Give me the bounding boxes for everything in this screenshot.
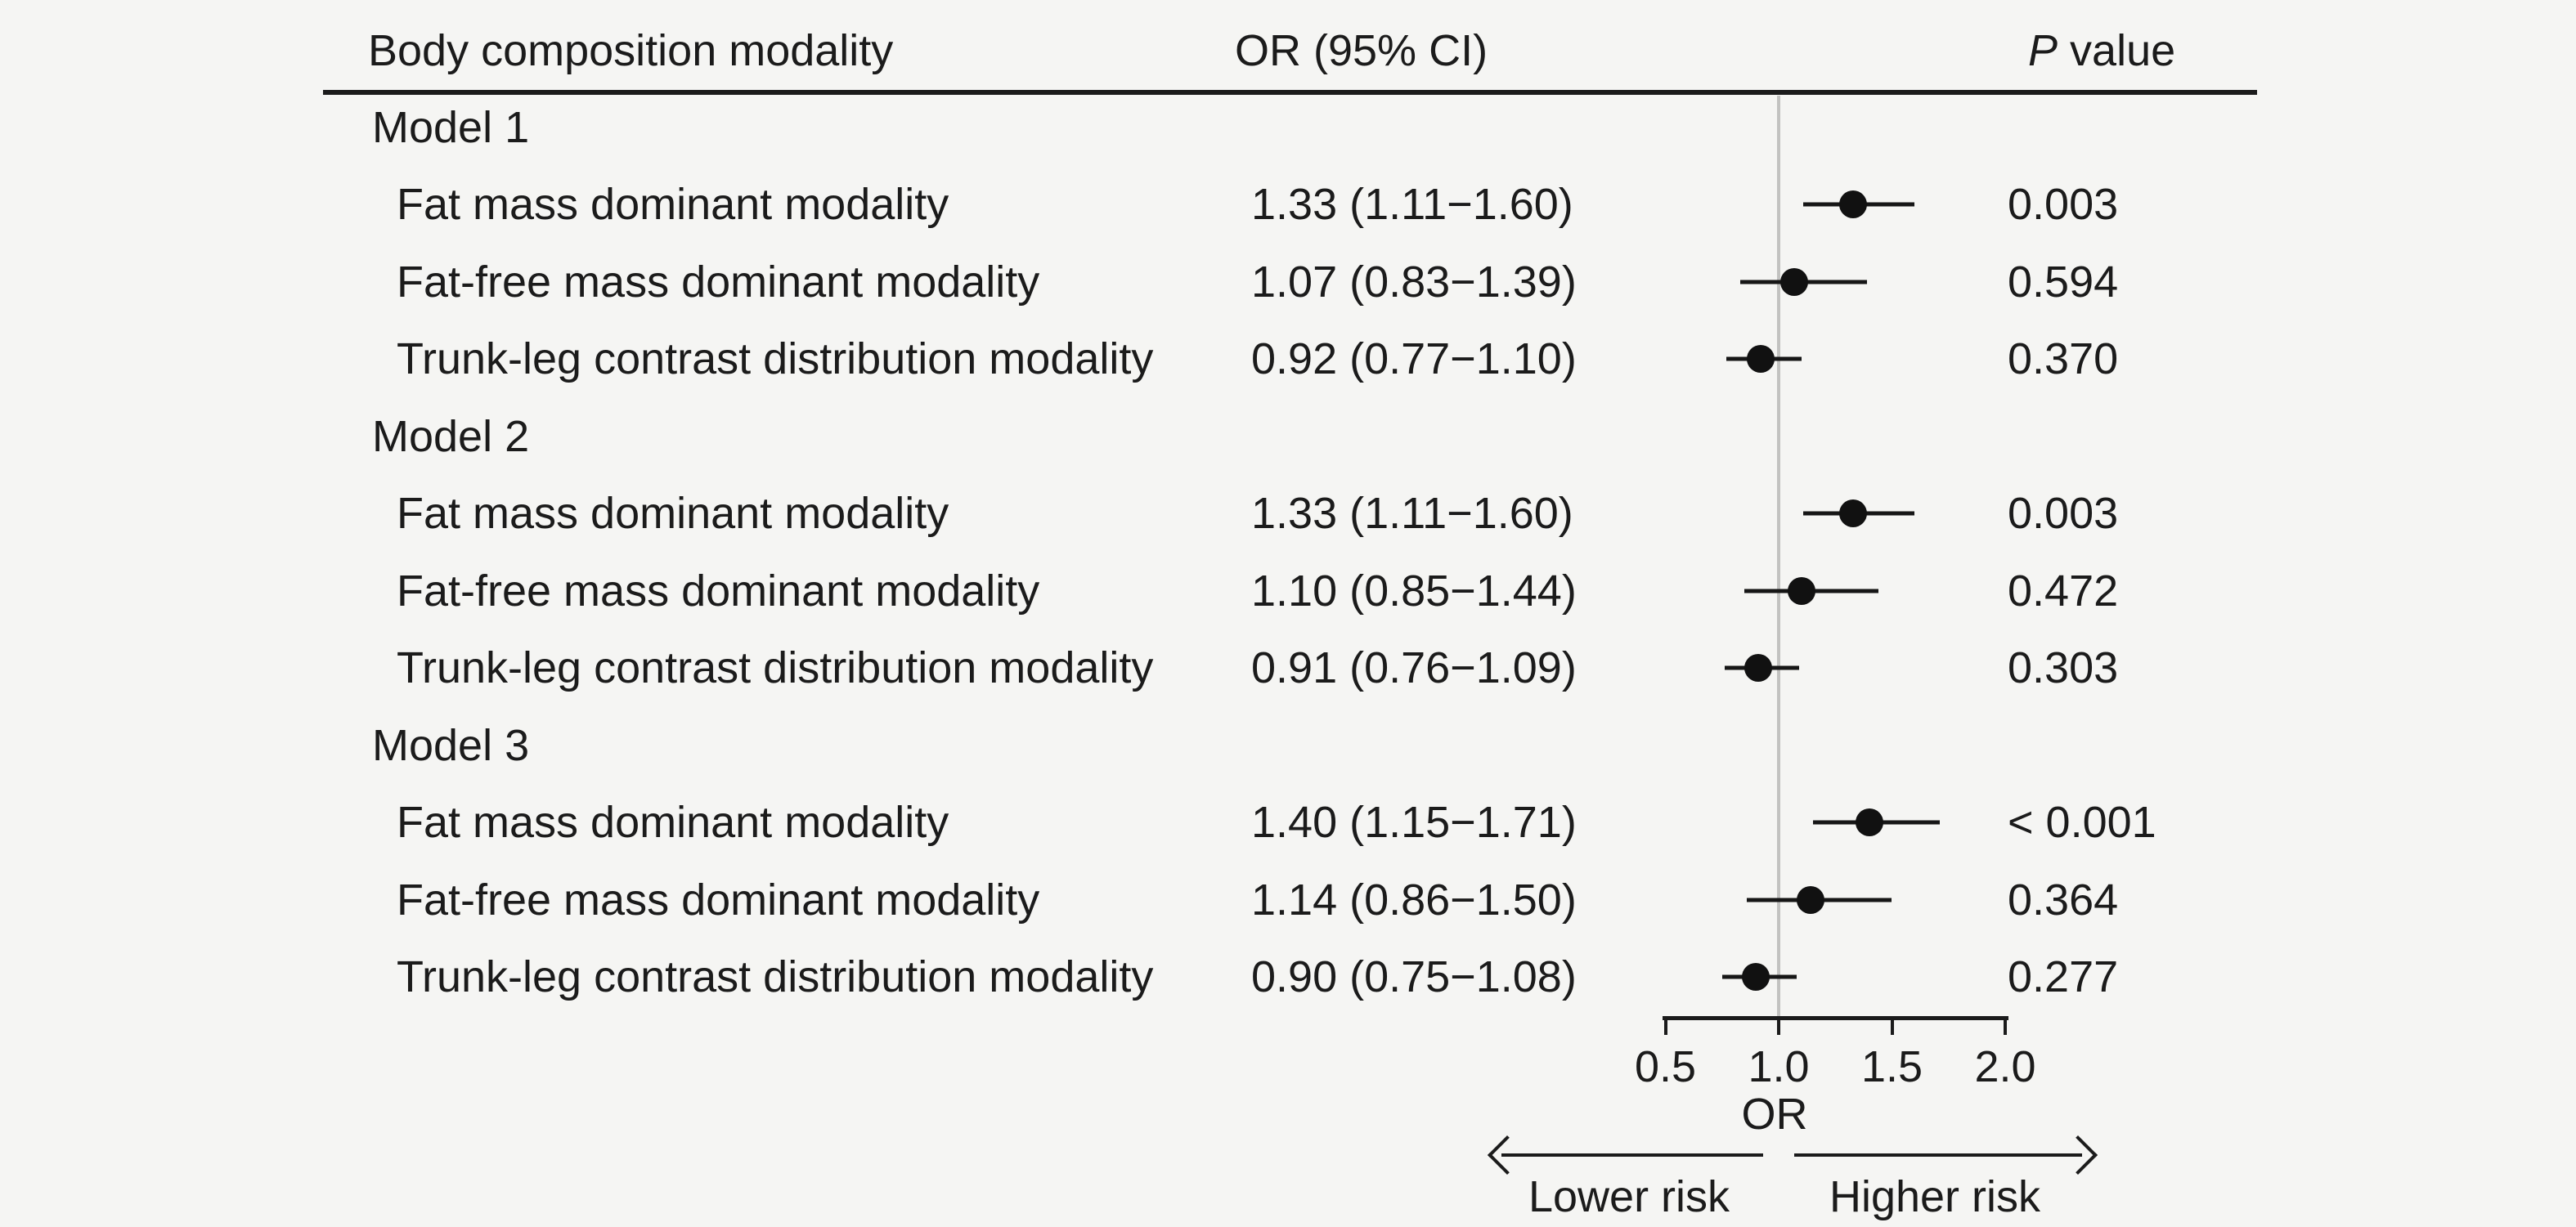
p-value-italic-p: P xyxy=(2028,26,2058,75)
row-label: Fat mass dominant modality xyxy=(397,798,949,847)
row-label: Trunk-leg contrast distribution modality xyxy=(397,952,1154,1001)
x-axis-tick-label: 0.5 xyxy=(1634,1042,1697,1091)
or-point-marker xyxy=(1839,499,1868,527)
lower-risk-arrowhead-icon xyxy=(1487,1135,1528,1176)
or-point-marker xyxy=(1839,190,1868,218)
row-label: Fat-free mass dominant modality xyxy=(397,875,1040,925)
p-value-rest: value xyxy=(2058,26,2176,75)
group-header-label: Model 3 xyxy=(372,720,530,770)
header-separator-line xyxy=(323,90,2257,95)
row-label: Fat-free mass dominant modality xyxy=(397,566,1040,616)
row-p-value: 0.364 xyxy=(2008,875,2119,925)
higher-risk-arrowhead-icon xyxy=(2058,1135,2098,1176)
row-label: Fat mass dominant modality xyxy=(397,489,949,538)
higher-risk-arrow-shaft xyxy=(1794,1153,2082,1157)
column-header-or-ci: OR (95% CI) xyxy=(1235,26,1488,75)
or-point-marker xyxy=(1780,267,1809,296)
row-label: Fat mass dominant modality xyxy=(397,180,949,229)
row-p-value: 0.472 xyxy=(2008,566,2119,616)
row-or-ci-value: 1.14 (0.86−1.50) xyxy=(1251,875,1577,925)
row-p-value: 0.277 xyxy=(2008,952,2119,1001)
row-or-ci-value: 1.07 (0.83−1.39) xyxy=(1251,257,1577,307)
row-or-ci-value: 0.90 (0.75−1.08) xyxy=(1251,952,1577,1001)
or-point-marker xyxy=(1855,808,1883,836)
row-label: Fat-free mass dominant modality xyxy=(397,257,1040,307)
row-p-value: 0.370 xyxy=(2008,334,2119,383)
or-point-marker xyxy=(1796,885,1824,914)
row-or-ci-value: 1.40 (1.15−1.71) xyxy=(1251,798,1577,847)
row-p-value: 0.003 xyxy=(2008,180,2119,229)
x-axis-tick xyxy=(1777,1016,1780,1035)
x-axis-tick-label: 1.5 xyxy=(1860,1042,1923,1091)
or-point-marker xyxy=(1744,654,1773,682)
or-point-marker xyxy=(1746,345,1775,373)
group-header-label: Model 2 xyxy=(372,411,530,461)
lower-risk-label: Lower risk xyxy=(1528,1172,1730,1221)
x-axis-tick xyxy=(1890,1016,1894,1035)
x-axis-line xyxy=(1663,1016,2008,1020)
row-or-ci-value: 1.10 (0.85−1.44) xyxy=(1251,566,1577,616)
or-point-marker xyxy=(1787,576,1815,605)
row-p-value: 0.594 xyxy=(2008,257,2119,307)
row-or-ci-value: 1.33 (1.11−1.60) xyxy=(1251,489,1573,538)
higher-risk-label: Higher risk xyxy=(1829,1172,2041,1221)
row-label: Trunk-leg contrast distribution modality xyxy=(397,643,1154,692)
x-axis-label: OR xyxy=(1741,1090,1808,1139)
or-point-marker xyxy=(1742,963,1770,991)
column-header-p-value: P value xyxy=(2028,29,2175,73)
row-or-ci-value: 0.92 (0.77−1.10) xyxy=(1251,334,1577,383)
reference-line-or-1 xyxy=(1777,96,1780,1016)
lower-risk-arrow-shaft xyxy=(1501,1153,1763,1157)
column-header-modality: Body composition modality xyxy=(368,26,894,75)
row-or-ci-value: 0.91 (0.76−1.09) xyxy=(1251,643,1577,692)
row-label: Trunk-leg contrast distribution modality xyxy=(397,334,1154,383)
group-header-label: Model 1 xyxy=(372,102,530,152)
row-or-ci-value: 1.33 (1.11−1.60) xyxy=(1251,180,1573,229)
x-axis-tick-label: 2.0 xyxy=(1974,1042,2036,1091)
x-axis-tick xyxy=(1663,1016,1667,1035)
row-p-value: 0.003 xyxy=(2008,489,2119,538)
x-axis-tick-label: 1.0 xyxy=(1748,1042,1810,1091)
x-axis-tick xyxy=(2004,1016,2007,1035)
row-p-value: < 0.001 xyxy=(2008,798,2156,847)
row-p-value: 0.303 xyxy=(2008,643,2119,692)
